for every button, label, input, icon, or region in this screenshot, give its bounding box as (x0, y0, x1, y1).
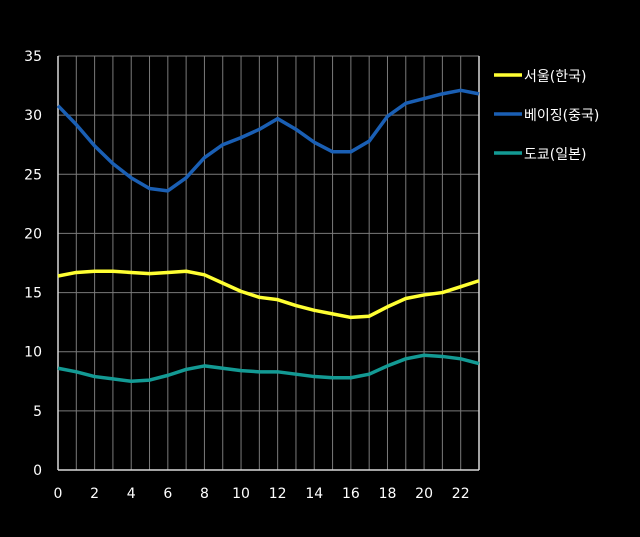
x-tick-label: 10 (232, 486, 250, 502)
y-tick-label: 30 (24, 108, 42, 124)
y-tick-label: 15 (24, 286, 42, 302)
y-tick-label: 25 (24, 167, 42, 183)
legend-label: 도쿄(일본) (524, 147, 586, 163)
y-tick-label: 10 (24, 345, 42, 361)
x-tick-label: 14 (305, 486, 323, 502)
x-tick-label: 12 (269, 486, 287, 502)
y-tick-label: 20 (24, 226, 42, 242)
series-line-2 (57, 353, 480, 384)
x-tick-label: 8 (200, 486, 209, 502)
y-tick-label: 0 (33, 463, 42, 479)
x-tick-label: 16 (342, 486, 360, 502)
axes (57, 56, 480, 471)
grid (58, 55, 480, 470)
legend-label: 서울(한국) (524, 69, 586, 85)
x-tick-label: 2 (90, 486, 99, 502)
series-line-0 (57, 269, 480, 320)
legend: 서울(한국) 베이징(중국) 도쿄(일본) (494, 69, 599, 163)
x-tick-label: 22 (452, 486, 470, 502)
series-line-1 (56, 88, 480, 193)
y-tick-label: 35 (24, 49, 42, 65)
series-lines (56, 88, 480, 384)
x-tick-label: 0 (54, 486, 63, 502)
x-tick-label: 4 (127, 486, 136, 502)
legend-label: 베이징(중국) (524, 108, 599, 124)
x-tick-label: 18 (379, 486, 397, 502)
x-tick-label: 6 (163, 486, 172, 502)
y-tick-label: 5 (33, 404, 42, 420)
tick-labels: 0 5 10 15 20 25 30 35 0 2 4 6 8 10 12 14 16 18 20 22 (24, 49, 469, 502)
x-tick-label: 20 (415, 486, 433, 502)
